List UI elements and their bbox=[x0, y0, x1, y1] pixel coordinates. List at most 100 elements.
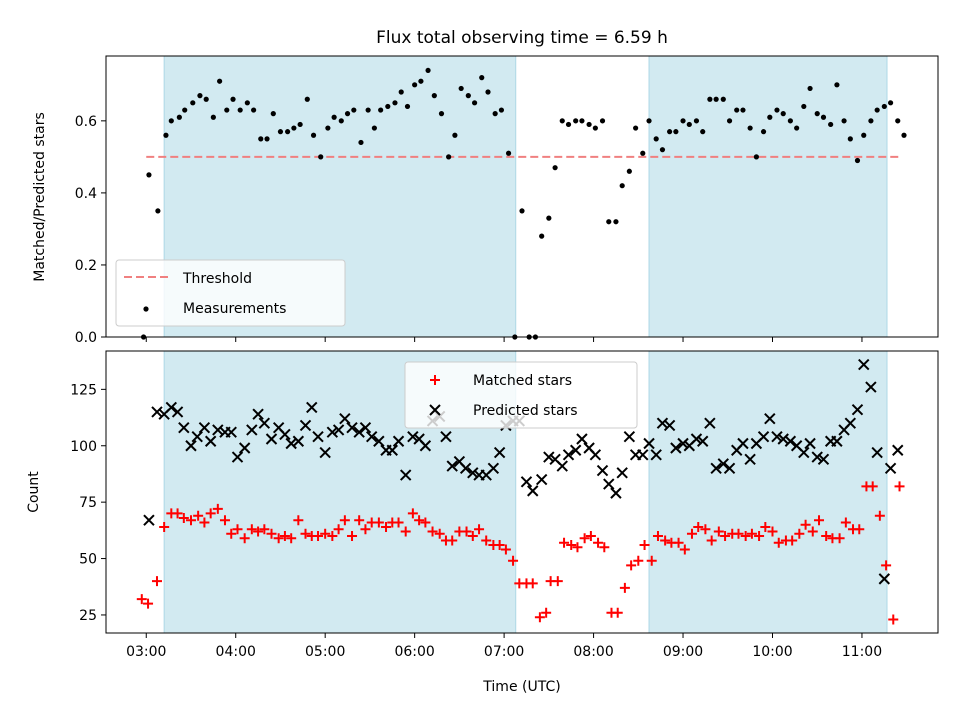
data-point bbox=[505, 150, 512, 156]
data-point bbox=[565, 121, 572, 128]
data-point bbox=[858, 358, 870, 371]
data-point bbox=[831, 435, 843, 447]
data-point bbox=[656, 417, 669, 429]
data-point bbox=[592, 125, 598, 131]
data-point bbox=[297, 121, 303, 128]
x-tick-label: 06:00 bbox=[394, 644, 434, 660]
data-point bbox=[398, 89, 404, 95]
data-point bbox=[493, 446, 506, 459]
data-point bbox=[534, 612, 545, 623]
data-point bbox=[431, 93, 437, 99]
data-point bbox=[185, 515, 196, 526]
data-point bbox=[205, 508, 216, 519]
data-point bbox=[834, 533, 845, 544]
y-tick-label: 25 bbox=[79, 608, 97, 624]
data-point bbox=[747, 125, 753, 131]
data-point bbox=[178, 421, 190, 434]
data-point bbox=[155, 208, 161, 214]
data-point bbox=[867, 481, 878, 492]
data-point bbox=[690, 433, 703, 445]
data-point bbox=[351, 107, 357, 113]
data-point bbox=[865, 381, 877, 393]
data-point bbox=[332, 424, 345, 436]
data-point bbox=[894, 481, 905, 492]
data-point bbox=[686, 121, 692, 128]
data-point bbox=[447, 535, 458, 546]
data-point bbox=[704, 417, 716, 429]
data-point bbox=[569, 444, 582, 456]
data-point bbox=[331, 114, 337, 120]
data-point bbox=[817, 453, 830, 465]
data-point bbox=[237, 107, 243, 113]
data-point bbox=[804, 437, 816, 450]
data-point bbox=[887, 100, 894, 106]
data-point bbox=[198, 421, 211, 434]
data-point bbox=[847, 136, 853, 142]
data-point bbox=[498, 107, 505, 113]
data-point bbox=[425, 67, 431, 74]
data-point bbox=[393, 517, 404, 528]
data-point bbox=[479, 75, 485, 81]
data-point bbox=[663, 419, 676, 432]
data-point bbox=[807, 85, 813, 92]
data-point bbox=[612, 607, 623, 618]
data-point bbox=[277, 129, 284, 135]
data-point bbox=[737, 437, 749, 450]
data-point bbox=[660, 535, 671, 546]
data-point bbox=[285, 437, 297, 450]
data-point bbox=[539, 233, 545, 239]
chart-title: Flux total observing time = 6.59 h bbox=[376, 28, 668, 48]
data-point bbox=[559, 537, 570, 548]
x-axis-label: Time (UTC) bbox=[482, 679, 560, 695]
data-point bbox=[467, 530, 478, 541]
data-point bbox=[339, 412, 351, 425]
data-point bbox=[757, 431, 770, 443]
y-tick-label: 100 bbox=[70, 439, 97, 455]
data-point bbox=[707, 96, 713, 102]
data-point bbox=[373, 435, 385, 447]
x-tick-label: 09:00 bbox=[663, 644, 703, 660]
data-point bbox=[414, 515, 425, 526]
data-point bbox=[465, 93, 471, 99]
x-tick-label: 05:00 bbox=[305, 644, 345, 660]
data-point bbox=[670, 442, 682, 454]
data-point bbox=[146, 172, 152, 178]
x-tick-label: 11:00 bbox=[842, 644, 882, 660]
data-point bbox=[881, 103, 887, 110]
data-point bbox=[452, 132, 458, 138]
data-point bbox=[151, 406, 163, 418]
data-point bbox=[637, 449, 649, 461]
data-point bbox=[251, 107, 257, 113]
data-point bbox=[286, 533, 297, 544]
top-panel: 0.0 0.2 0.4 0.6 Threshold Measurements bbox=[75, 55, 939, 346]
data-point bbox=[338, 118, 344, 124]
data-point bbox=[258, 136, 264, 142]
data-point bbox=[650, 449, 662, 461]
data-point bbox=[508, 555, 519, 566]
data-point bbox=[353, 426, 365, 438]
data-point bbox=[720, 96, 726, 102]
data-point bbox=[562, 449, 575, 461]
data-point bbox=[279, 530, 290, 541]
data-point bbox=[225, 426, 237, 438]
data-point bbox=[697, 435, 709, 447]
data-point bbox=[270, 111, 276, 117]
data-point bbox=[185, 440, 197, 452]
data-point bbox=[279, 428, 291, 441]
data-point bbox=[487, 462, 500, 475]
data-point bbox=[190, 100, 196, 106]
data-point bbox=[500, 544, 511, 555]
data-point bbox=[373, 517, 384, 528]
data-point bbox=[841, 118, 847, 124]
x-tick-label: 08:00 bbox=[573, 644, 613, 660]
data-point bbox=[404, 103, 411, 110]
data-point bbox=[572, 542, 583, 553]
data-point bbox=[626, 560, 637, 571]
data-point bbox=[744, 453, 756, 465]
data-point bbox=[881, 560, 892, 571]
data-point bbox=[767, 114, 773, 120]
data-point bbox=[679, 544, 690, 555]
data-point bbox=[471, 100, 478, 106]
data-point bbox=[723, 462, 736, 475]
